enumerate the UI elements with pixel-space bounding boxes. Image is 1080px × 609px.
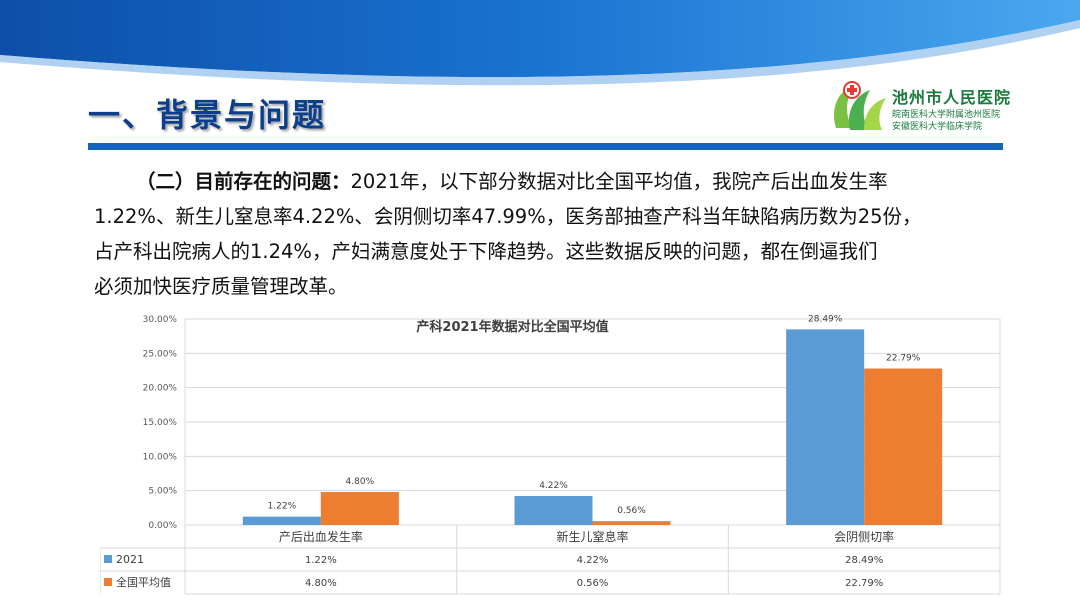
legend-label: 全国平均值	[116, 575, 171, 589]
data-label: 4.80%	[346, 477, 375, 487]
bar-national	[320, 492, 399, 525]
y-tick-label: 30.00%	[143, 315, 178, 325]
table-cell: 1.22%	[305, 555, 337, 566]
bar-2021	[514, 496, 593, 525]
table-cell: 22.79%	[845, 578, 883, 589]
problem-paragraph: （二）目前存在的问题：2021年，以下部分数据对比全国平均值，我院产后出血发生率…	[94, 164, 1009, 304]
data-label: 1.22%	[268, 502, 297, 512]
logo-subtitle-1: 皖南医科大学附属池州医院	[892, 110, 1001, 120]
hospital-logo: 池州市人民医院 皖南医科大学附属池州医院 安徽医科大学临床学院	[830, 78, 1030, 134]
paragraph-line-2: 1.22%、新生儿窒息率4.22%、会阴侧切率47.99%，医务部抽查产科当年缺…	[94, 205, 922, 228]
logo-name: 池州市人民医院	[892, 88, 1012, 107]
paragraph-line-1: （二）目前存在的问题：2021年，以下部分数据对比全国平均值，我院产后出血发生率	[94, 164, 1009, 199]
paragraph-line-3: 占产科出院病人的1.24%，产妇满意度处于下降趋势。这些数据反映的问题，都在倒逼…	[94, 240, 878, 263]
header-banner	[0, 0, 1080, 86]
chart-canvas: 0.00% 5.00% 10.00% 15.00% 20.00% 25.00% 30.00%…	[99, 314, 1001, 595]
bar-2021	[786, 329, 865, 525]
y-tick-label: 10.00%	[143, 452, 178, 462]
data-label: 4.22%	[539, 481, 568, 491]
title-rule	[88, 143, 1003, 150]
category-label: 新生儿窒息率	[556, 529, 628, 544]
bar-national	[592, 521, 671, 525]
category-label: 产后出血发生率	[279, 529, 363, 544]
table-cell: 4.22%	[577, 555, 609, 566]
y-tick-label: 25.00%	[143, 349, 178, 359]
chart-title: 产科2021年数据对比全国平均值	[416, 319, 608, 335]
paragraph-line-4: 必须加快医疗质量管理改革。	[94, 275, 348, 298]
logo-subtitle-2: 安徽医科大学临床学院	[892, 122, 983, 132]
section-title: 一、背景与问题	[88, 96, 327, 134]
y-tick-label: 5.00%	[148, 487, 177, 497]
legend-swatch-2021	[104, 555, 112, 563]
data-label: 0.56%	[617, 506, 646, 516]
y-tick-label: 20.00%	[143, 384, 178, 394]
table-cell: 0.56%	[577, 578, 609, 589]
y-tick-label: 0.00%	[148, 521, 177, 531]
bar-chart: 0.00% 5.00% 10.00% 15.00% 20.00% 25.00% 30.00%…	[99, 307, 1004, 605]
hospital-emblem-icon	[834, 81, 886, 130]
paragraph-line-1-text: 2021年，以下部分数据对比全国平均值，我院产后出血发生率	[350, 170, 888, 193]
y-tick-label: 15.00%	[143, 418, 178, 428]
table-cell: 4.80%	[305, 578, 337, 589]
data-label: 28.49%	[808, 314, 843, 324]
legend-label: 2021	[116, 553, 144, 566]
data-label: 22.79%	[886, 354, 921, 364]
table-cell: 28.49%	[845, 555, 883, 566]
bar-2021	[242, 516, 321, 525]
paragraph-lead: （二）目前存在的问题：	[136, 170, 351, 193]
legend-swatch-national	[104, 578, 112, 586]
bar-national	[864, 368, 943, 525]
category-label: 会阴侧切率	[834, 529, 894, 544]
